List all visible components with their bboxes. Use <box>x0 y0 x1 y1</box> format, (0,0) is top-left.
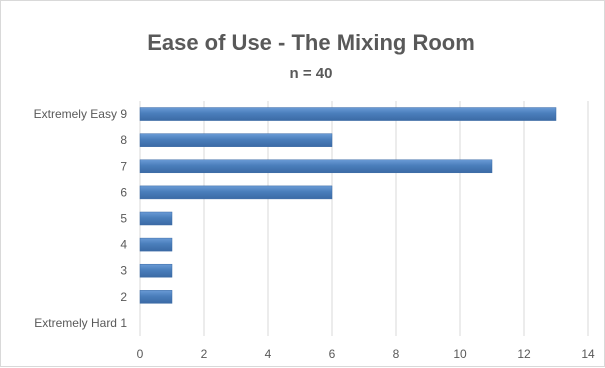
x-tick-label: 2 <box>201 347 208 361</box>
y-category-label: Extremely Easy 9 <box>34 107 128 121</box>
x-tick-label: 0 <box>137 347 144 361</box>
bar <box>139 290 173 304</box>
bar <box>139 185 333 200</box>
bar <box>139 159 493 174</box>
bar <box>139 107 557 121</box>
y-category-label: 4 <box>120 238 127 252</box>
chart-subtitle: n = 40 <box>290 65 333 82</box>
chart-title: Ease of Use - The Mixing Room <box>147 30 475 55</box>
bar <box>139 237 173 252</box>
y-category-label: 7 <box>120 159 127 173</box>
x-tick-label: 10 <box>453 347 467 361</box>
bars <box>139 107 557 304</box>
bar <box>139 133 333 147</box>
y-category-label: Extremely Hard 1 <box>34 316 127 330</box>
x-tick-label: 12 <box>517 347 531 361</box>
y-category-label: 6 <box>120 185 127 199</box>
bar <box>139 211 173 226</box>
y-axis-labels: Extremely Easy 9 8 7 6 5 4 3 2 Extremely Hard 1 <box>34 107 128 330</box>
y-category-label: 2 <box>120 290 127 304</box>
bar <box>139 263 173 278</box>
y-category-label: 8 <box>120 133 127 147</box>
x-tick-label: 14 <box>581 347 595 361</box>
x-tick-label: 4 <box>265 347 272 361</box>
y-category-label: 3 <box>120 264 127 278</box>
y-category-label: 5 <box>120 212 127 226</box>
x-tick-label: 8 <box>393 347 400 361</box>
x-axis-labels: 0 2 4 6 8 10 12 14 <box>137 347 595 361</box>
x-tick-label: 6 <box>329 347 336 361</box>
